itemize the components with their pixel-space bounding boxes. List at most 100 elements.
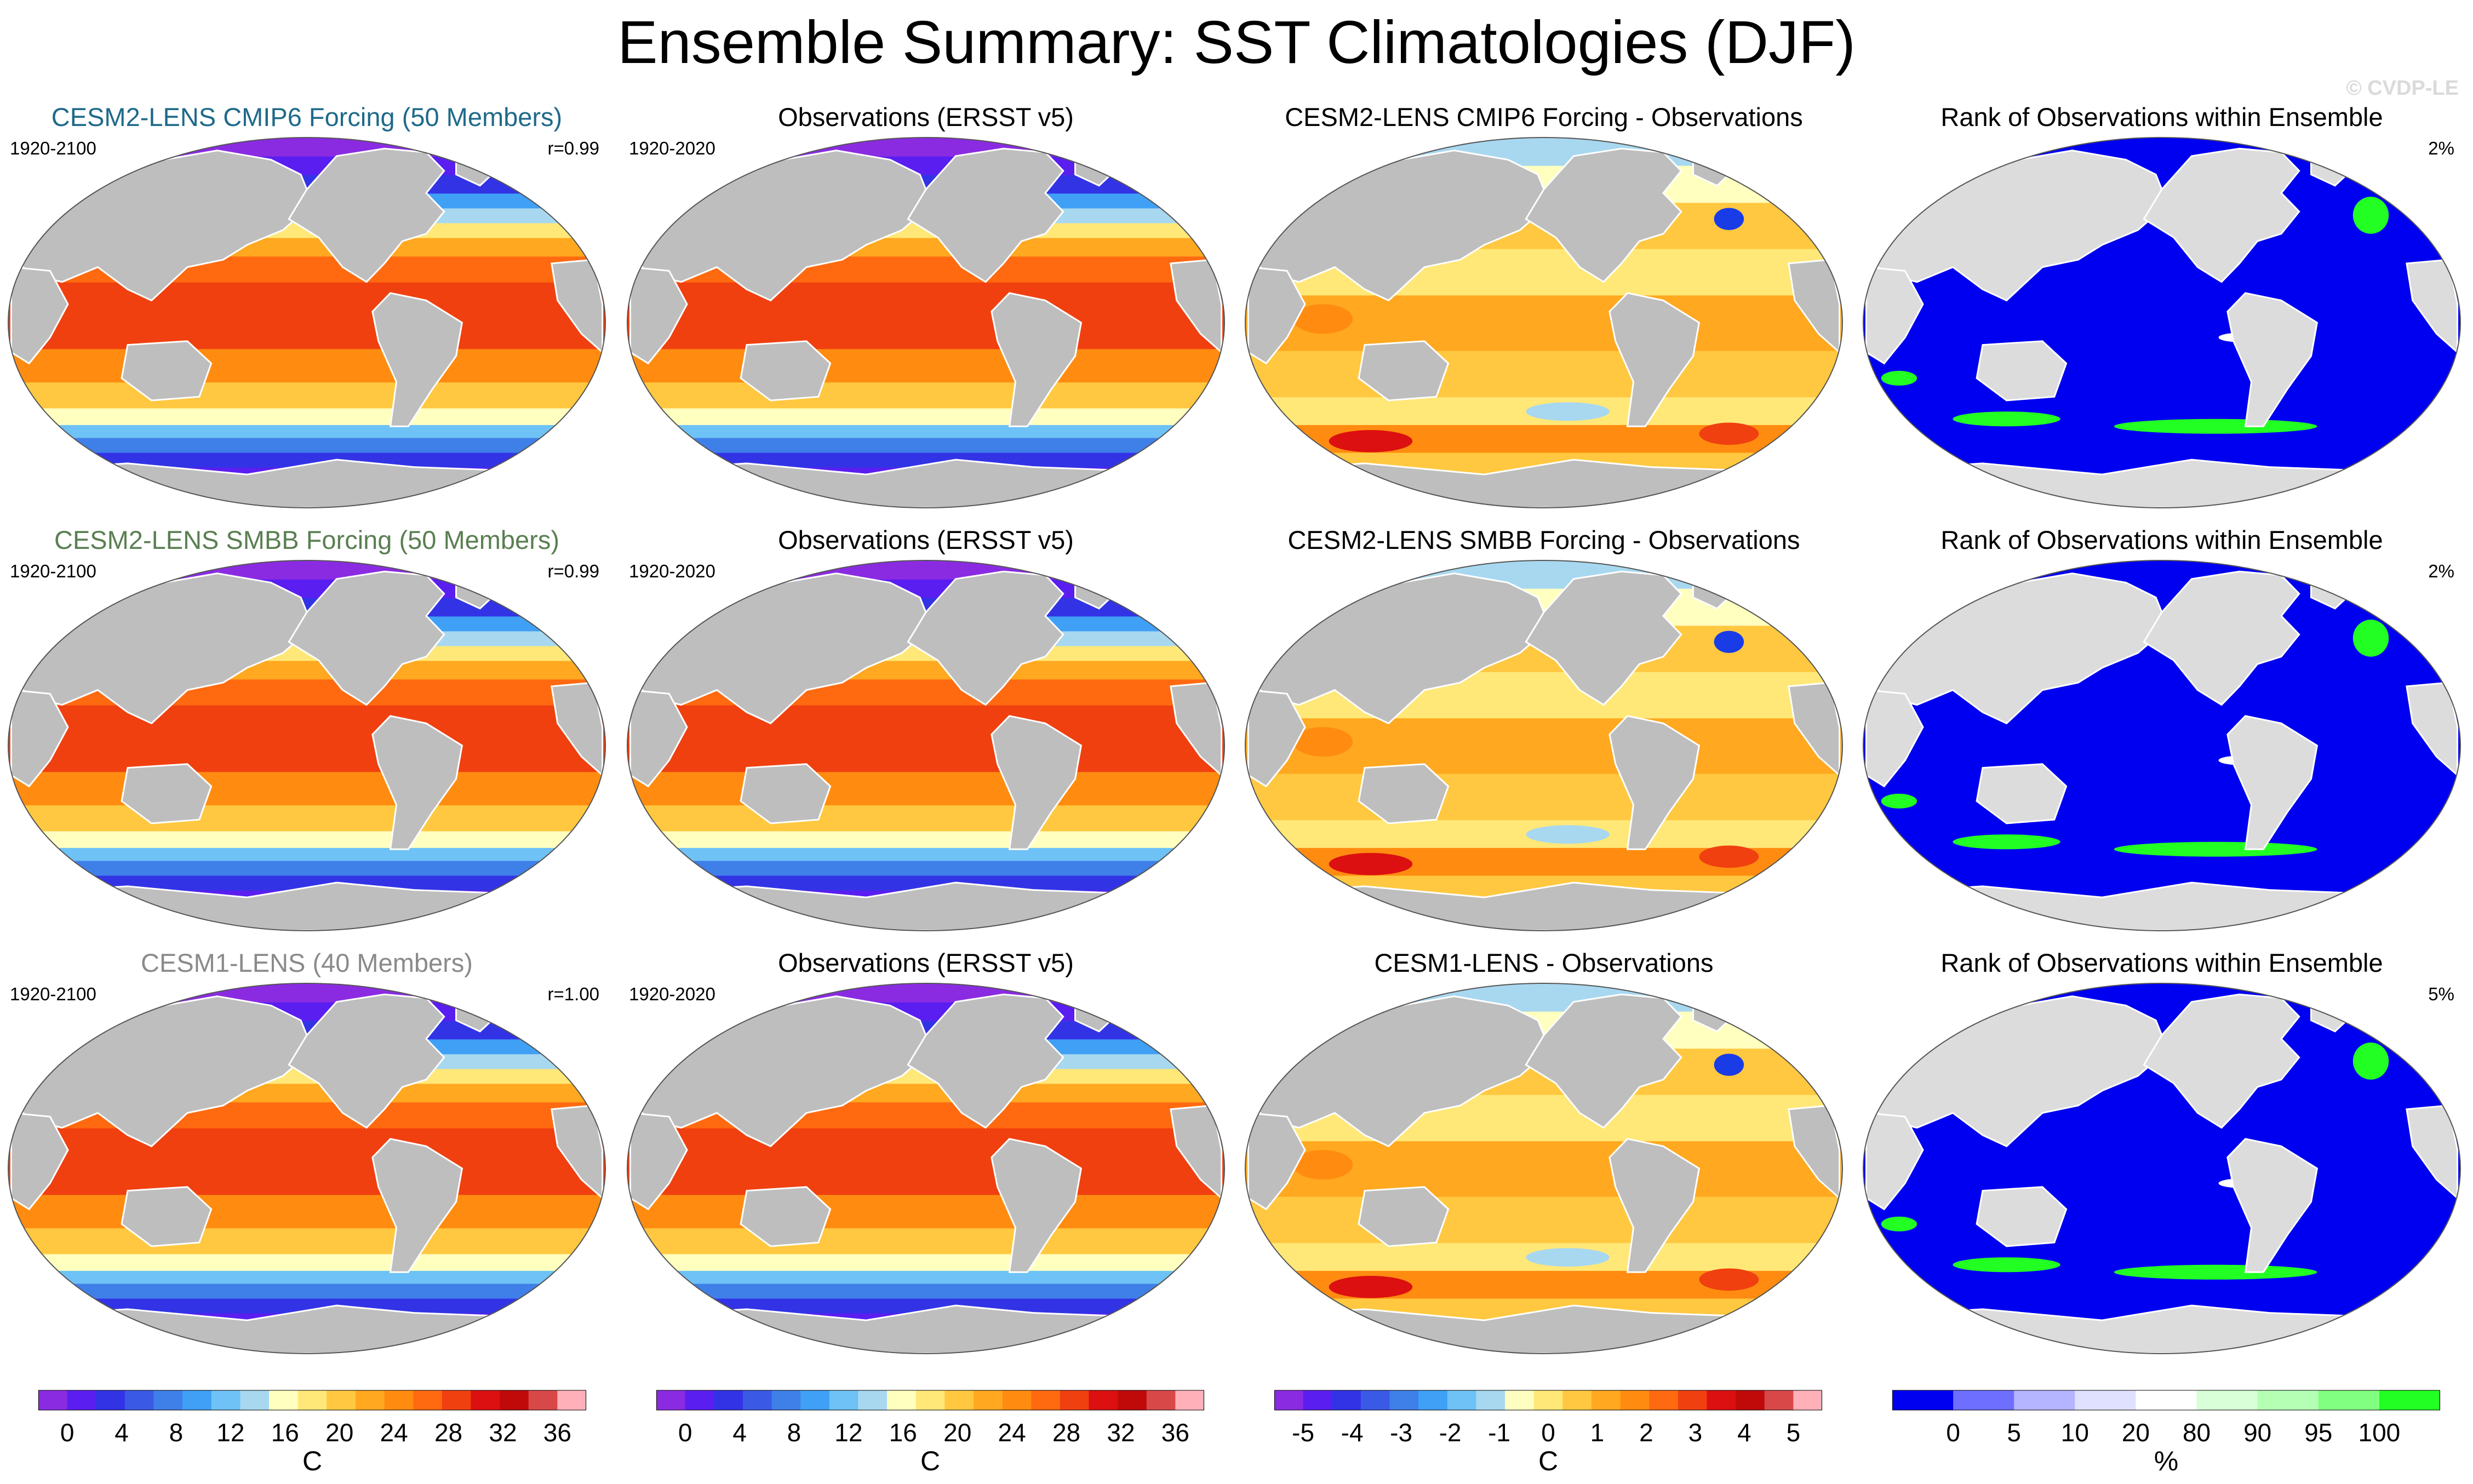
land-mass	[1865, 881, 2459, 931]
sst-band	[8, 1253, 605, 1271]
period-label: 1920-2100	[10, 138, 96, 158]
colorbar-swatch	[771, 1390, 801, 1410]
land-mass	[2143, 570, 2300, 706]
rank-map	[1863, 983, 2461, 1354]
colorbar-swatch	[153, 1390, 183, 1410]
colorbar-unit: C	[302, 1446, 323, 1476]
colorbar-swatch	[1360, 1390, 1390, 1410]
period-label: 1920-2020	[629, 984, 715, 1004]
colorbar-swatch	[384, 1390, 414, 1410]
colorbar-swatch	[1332, 1390, 1361, 1410]
land-mass	[1865, 1304, 2459, 1354]
period-label: 1920-2100	[10, 561, 96, 581]
colorbar-swatch	[1764, 1390, 1794, 1410]
colorbar-swatches	[1892, 1390, 2440, 1411]
sst-map	[8, 560, 606, 931]
panel-title: CESM2-LENS CMIP6 Forcing - Observations	[1285, 102, 1803, 131]
sst-band	[627, 830, 1224, 848]
stat-label: r=0.99	[547, 561, 600, 581]
colorbar-tick: 8	[169, 1418, 184, 1447]
colorbar-tick: 3	[1688, 1418, 1703, 1447]
colorbar-tick: -2	[1439, 1418, 1462, 1447]
diff-panel: CESM2-LENS SMBB Forcing - Observations	[1237, 523, 1851, 939]
rank-high-region	[1881, 370, 1917, 386]
colorbar-unit: %	[2154, 1446, 2179, 1476]
period-label: 1920-2020	[629, 138, 715, 158]
panel-title: CESM2-LENS SMBB Forcing (50 Members)	[54, 525, 559, 554]
stat-label: r=0.99	[547, 138, 600, 158]
colorbar-tick: 24	[380, 1418, 408, 1447]
colorbar-tick: 12	[216, 1418, 245, 1447]
land-mass	[288, 993, 445, 1129]
colorbar-swatch	[2318, 1390, 2380, 1410]
sst-map	[8, 137, 606, 508]
sst-band	[627, 805, 1224, 832]
panel-title: Rank of Observations within Ensemble	[1940, 948, 2383, 977]
anomaly-patch	[1526, 1248, 1610, 1267]
map-outline	[627, 983, 1225, 1354]
sst-band	[627, 1194, 1224, 1229]
diff-map	[1245, 560, 1843, 931]
sst-band	[8, 860, 605, 876]
land-mass	[121, 763, 213, 824]
colorbar-swatch	[240, 1390, 270, 1410]
colorbar-tick: -1	[1488, 1418, 1510, 1447]
sst-band	[1245, 350, 1842, 398]
panel-title: CESM1-LENS (40 Members)	[141, 948, 473, 977]
sst-band	[8, 408, 605, 425]
sst-band	[8, 1001, 605, 1021]
sst-band	[8, 771, 605, 806]
land-mass	[10, 1304, 604, 1354]
colorbar-swatch	[1303, 1390, 1332, 1410]
sst-band	[1245, 773, 1842, 821]
sst-band	[8, 847, 605, 861]
map-outline	[1245, 560, 1843, 931]
rank-high-region	[1953, 834, 2060, 850]
sst-band	[8, 1228, 605, 1254]
colorbar-swatch	[1418, 1390, 1448, 1410]
sst-band	[8, 282, 605, 349]
sst-band	[627, 860, 1224, 876]
colorbar-swatches	[38, 1390, 586, 1411]
sst-colorbar: 0 4 8 12 16 20 24 28 32 36 C	[38, 1389, 586, 1484]
land-mass	[371, 1138, 463, 1273]
sst-band	[8, 156, 605, 175]
colorbar-swatch	[2136, 1390, 2197, 1410]
colorbar-swatch	[471, 1390, 500, 1410]
period-label: 1920-2020	[629, 561, 715, 581]
map-outline	[1863, 560, 2461, 931]
colorbar-tick: 4	[1737, 1418, 1751, 1447]
anomaly-patch	[1699, 422, 1759, 445]
colorbar-swatch	[500, 1390, 529, 1410]
panel-title: CESM1-LENS - Observations	[1374, 948, 1714, 977]
map-outline	[627, 137, 1225, 508]
colorbar-swatch	[1953, 1390, 2014, 1410]
land-mass	[991, 292, 1083, 427]
sst-band	[627, 408, 1224, 425]
sst-band	[1245, 560, 1842, 589]
colorbar-swatch	[269, 1390, 299, 1410]
colorbar-swatch	[1620, 1390, 1650, 1410]
colorbar-tick: 20	[943, 1418, 972, 1447]
sst-map	[627, 983, 1225, 1354]
colorbar-tick: 0	[678, 1418, 692, 1447]
rank-high-region	[2352, 620, 2389, 657]
colorbar-swatches	[1274, 1390, 1822, 1411]
credit-text: © CVDP-LE	[2346, 77, 2459, 100]
colorbar-swatch	[96, 1390, 125, 1410]
colorbar-tick: 2	[1639, 1418, 1653, 1447]
colorbar-swatch	[1089, 1390, 1118, 1410]
colorbar-swatch	[656, 1390, 686, 1410]
colorbar-swatch	[2014, 1390, 2075, 1410]
colorbar-swatch	[685, 1390, 714, 1410]
colorbar-swatch	[2257, 1390, 2319, 1410]
colorbar-swatch	[1146, 1390, 1176, 1410]
land-mass	[1976, 1186, 2068, 1247]
sst-band	[627, 1001, 1224, 1021]
land-mass	[2143, 993, 2300, 1129]
rank-map	[1863, 560, 2461, 931]
colorbar-swatch	[2196, 1390, 2258, 1410]
sst-band	[8, 805, 605, 832]
land-mass	[121, 1186, 213, 1247]
land-mass	[907, 147, 1064, 283]
